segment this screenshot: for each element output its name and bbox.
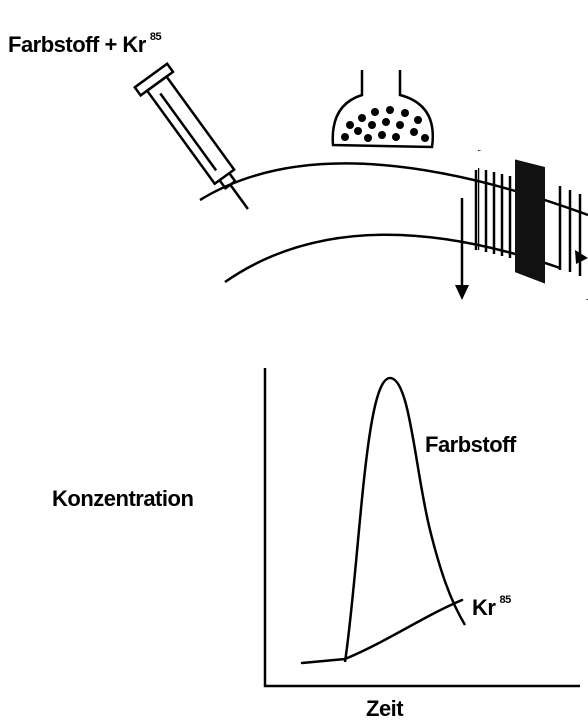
graph <box>263 368 580 688</box>
gland <box>331 70 435 149</box>
arrows <box>455 198 588 300</box>
injection-label: Farbstoff + Kr 85 <box>8 31 161 57</box>
kr-curve-label: Kr 85 <box>472 594 511 620</box>
dye-curve-label: Farbstoff <box>425 432 517 457</box>
y-axis-label: Konzentration <box>52 486 193 511</box>
vessel <box>199 150 588 300</box>
syringe <box>133 62 249 210</box>
x-axis-label: Zeit <box>366 696 404 721</box>
